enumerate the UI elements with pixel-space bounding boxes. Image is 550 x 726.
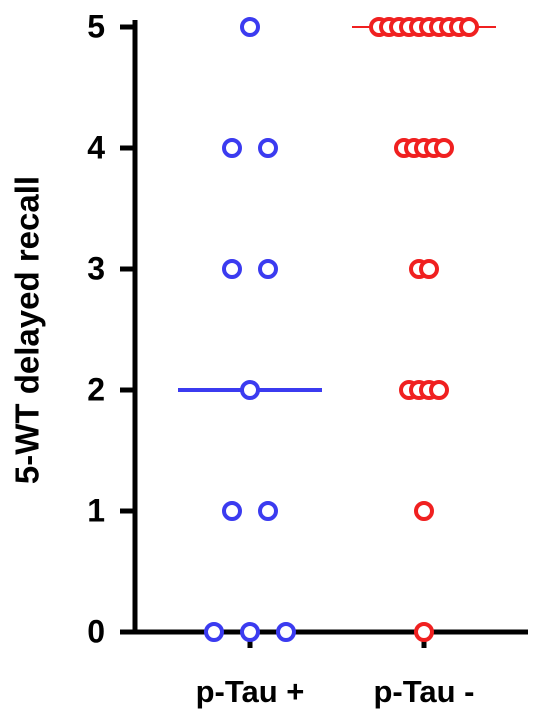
- data-point: [222, 259, 242, 279]
- y-tick-label: 0: [87, 613, 105, 649]
- data-point: [222, 138, 242, 158]
- y-tick-label: 2: [87, 371, 105, 407]
- data-point: [258, 138, 278, 158]
- x-tick-label: p-Tau +: [196, 674, 305, 709]
- data-point: [414, 622, 434, 642]
- y-tick-label: 4: [87, 129, 105, 165]
- y-tick-label: 5: [87, 8, 105, 44]
- data-point: [240, 380, 260, 400]
- data-point: [276, 622, 296, 642]
- data-point: [240, 17, 260, 37]
- data-point: [258, 259, 278, 279]
- data-point: [459, 17, 479, 37]
- data-point: [434, 138, 454, 158]
- data-point: [419, 259, 439, 279]
- data-point: [429, 380, 449, 400]
- data-point: [204, 622, 224, 642]
- data-point: [258, 501, 278, 521]
- y-axis-title: 5-WT delayed recall: [9, 176, 46, 484]
- data-point: [414, 501, 434, 521]
- y-tick-label: 3: [87, 250, 105, 286]
- data-point: [222, 501, 242, 521]
- x-tick-label: p-Tau -: [373, 674, 474, 709]
- data-point: [240, 622, 260, 642]
- y-tick-label: 1: [87, 492, 105, 528]
